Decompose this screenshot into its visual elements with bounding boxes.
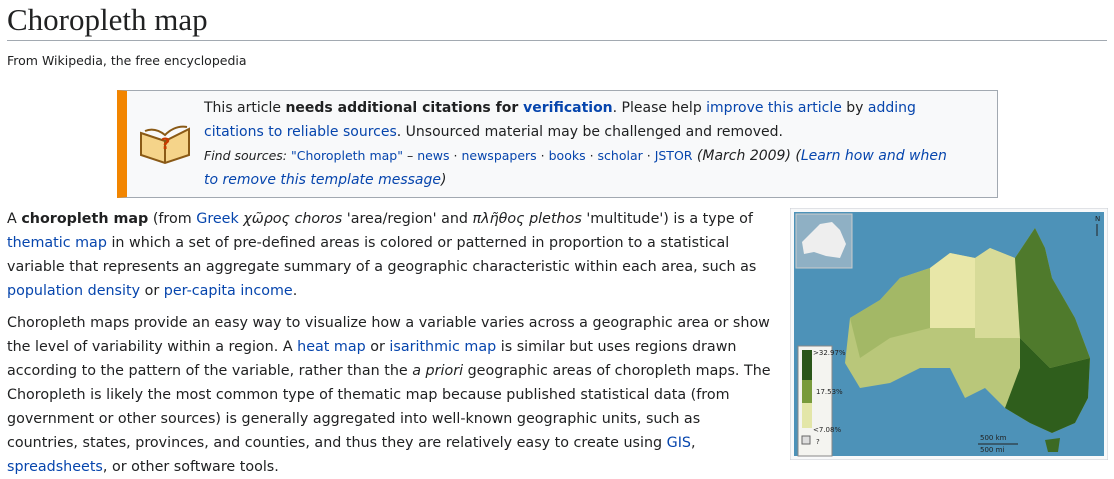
- text: geographic areas of choropleth maps. The…: [7, 363, 771, 451]
- map-figure[interactable]: >32.97% 17.53% <7.08% ? 500 km 500 mi N: [790, 208, 1108, 460]
- link[interactable]: scholar: [597, 148, 643, 163]
- text: or: [365, 339, 390, 355]
- text: Choropleth maps provide an easy way to v…: [7, 315, 770, 355]
- scale-label: 500 km: [980, 434, 1007, 442]
- legend-label: >32.97%: [813, 349, 846, 357]
- page-title: Choropleth map: [7, 2, 1107, 41]
- link[interactable]: GIS: [666, 435, 692, 451]
- scale-label: 500 mi: [980, 446, 1004, 454]
- link[interactable]: Greek: [196, 211, 239, 227]
- text: ·: [449, 148, 462, 163]
- link[interactable]: Learn how and when to remove this templa…: [204, 148, 947, 188]
- link[interactable]: adding citations to reliable sources: [204, 100, 916, 140]
- text: needs additional citations for: [285, 100, 524, 116]
- text: or: [140, 283, 164, 299]
- text: πλῆθος plethos: [472, 211, 582, 227]
- link[interactable]: improve this article: [706, 100, 842, 116]
- text: . Please help: [612, 100, 707, 116]
- text: is similar but uses regions drawn accord…: [7, 339, 737, 379]
- svg-text:?: ?: [161, 134, 170, 153]
- text: This article: [204, 100, 286, 116]
- link[interactable]: "Choropleth map": [291, 148, 403, 163]
- notice-box: ? This article needs additional citation…: [117, 90, 998, 198]
- link[interactable]: per-capita income: [163, 283, 293, 299]
- link[interactable]: JSTOR: [654, 148, 693, 163]
- text: ·: [642, 148, 655, 163]
- legend-label: <7.08%: [813, 426, 841, 434]
- text: –: [402, 148, 418, 163]
- text: choropleth map: [21, 211, 149, 227]
- text: , or other software tools.: [102, 459, 279, 475]
- text: a priori: [412, 363, 464, 379]
- text: .: [292, 283, 298, 299]
- text: ): [441, 172, 447, 188]
- text: by: [841, 100, 868, 116]
- link[interactable]: heat map: [297, 339, 366, 355]
- link[interactable]: news: [417, 148, 450, 163]
- link[interactable]: isarithmic map: [389, 339, 497, 355]
- link[interactable]: books: [548, 148, 586, 163]
- link[interactable]: spreadsheets: [7, 459, 103, 475]
- paragraph: A choropleth map (from Greek χῶρος choro…: [7, 207, 772, 303]
- link[interactable]: verification: [523, 100, 613, 116]
- text: (from: [148, 211, 197, 227]
- legend-label: ?: [816, 438, 820, 446]
- tagline: From Wikipedia, the free encyclopedia: [7, 53, 247, 68]
- text: in which a set of pre-defined areas is c…: [7, 235, 757, 275]
- north-label: N: [1095, 215, 1100, 223]
- legend-label: 17.53%: [816, 388, 843, 396]
- text: 'multitude') is a type of: [581, 211, 753, 227]
- text: (March 2009) (: [692, 148, 801, 164]
- text: Find sources:: [204, 148, 288, 163]
- book-icon: ?: [140, 125, 190, 165]
- notice-text: This article needs additional citations …: [204, 96, 964, 192]
- text: ,: [691, 435, 696, 451]
- text: χῶρος choros: [243, 211, 343, 227]
- text: ·: [585, 148, 598, 163]
- text: 'area/region' and: [342, 211, 473, 227]
- paragraph: Choropleth maps provide an easy way to v…: [7, 311, 772, 479]
- link[interactable]: population density: [7, 283, 141, 299]
- page: Choropleth map From Wikipedia, the free …: [7, 2, 1108, 475]
- link[interactable]: thematic map: [7, 235, 107, 251]
- text: ·: [536, 148, 549, 163]
- text: A: [7, 211, 22, 227]
- link[interactable]: newspapers: [461, 148, 537, 163]
- text: . Unsourced material may be challenged a…: [396, 124, 783, 140]
